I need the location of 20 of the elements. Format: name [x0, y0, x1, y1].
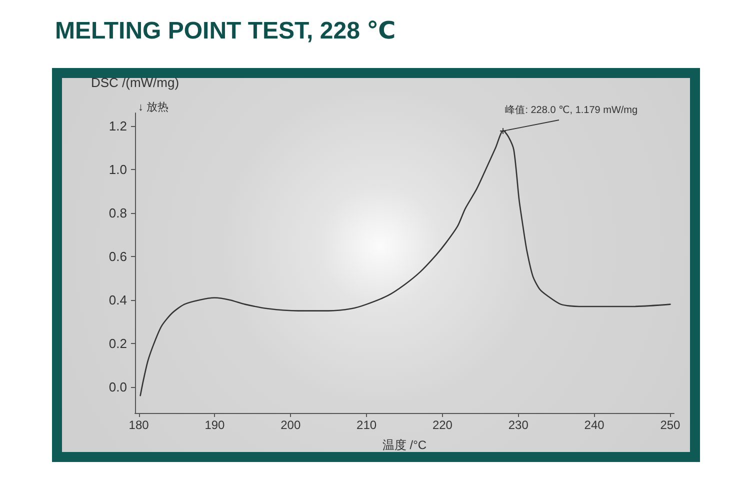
- y-tick-label: 0.4: [108, 292, 127, 308]
- x-tick-label: 230: [508, 418, 529, 432]
- y-tick-label: 0.6: [108, 248, 127, 264]
- chart-title: MELTING POINT TEST, 228 ℃: [55, 18, 396, 44]
- annotation: 峰值: 228.0 ℃, 1.179 mW/mg: [505, 104, 638, 116]
- x-axis-title: 温度 /°C: [382, 438, 427, 452]
- x-tick-label: 180: [128, 418, 150, 432]
- x-tick-label: 250: [660, 418, 681, 432]
- x-tick-label: 200: [280, 418, 301, 432]
- y-tick-label: 0.0: [108, 379, 127, 394]
- annotation: ↓ 放热: [138, 102, 169, 114]
- y-tick-label: 0.2: [108, 336, 127, 351]
- x-tick-label: 220: [432, 418, 453, 432]
- x-tick-label: 190: [204, 418, 226, 432]
- y-tick-label: 1.0: [108, 162, 127, 178]
- y-axis-title: DSC /(mW/mg): [90, 75, 180, 90]
- y-tick-label: 0.8: [108, 206, 127, 220]
- y-tick-label: 1.2: [108, 118, 127, 134]
- x-tick-label: 240: [584, 418, 605, 432]
- x-tick-label: 210: [356, 418, 377, 432]
